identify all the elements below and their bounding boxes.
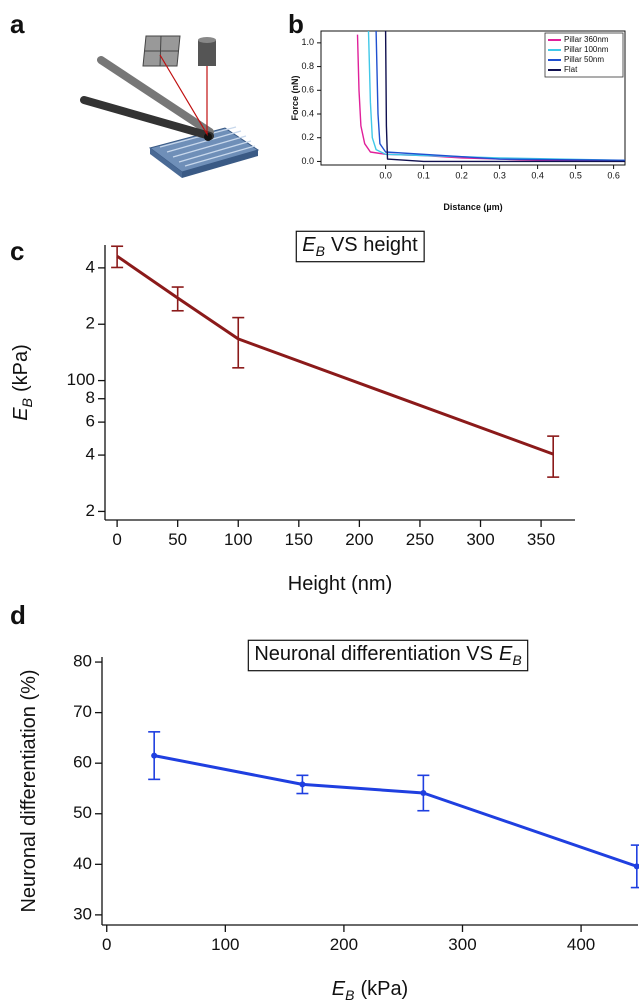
x-tick-label: 0.5 — [569, 171, 582, 181]
y-tick-label: 4 — [86, 445, 95, 464]
x-tick-label: 400 — [567, 935, 595, 954]
chart-title-part: B — [512, 652, 521, 668]
plot-frame — [320, 30, 626, 166]
x-tick-label: 0.6 — [607, 171, 620, 181]
series-line — [367, 30, 626, 161]
y-axis-label-part: (kPa) — [10, 344, 32, 392]
y-tick-label: 8 — [86, 388, 95, 407]
marker — [151, 752, 158, 759]
x-axis-label: EB (kPa) — [332, 978, 408, 1002]
series-line — [116, 254, 554, 456]
title-box — [295, 230, 425, 263]
y-tick-label: 100 — [67, 370, 95, 389]
x-tick-label: 0.1 — [417, 171, 430, 181]
y-axis-label: Force (nN) — [290, 75, 300, 120]
x-tick-label: 200 — [345, 530, 373, 549]
y-tick-label: 1.0 — [301, 37, 314, 47]
x-tick-label: 200 — [330, 935, 358, 954]
y-tick-label: 0.4 — [301, 108, 314, 118]
y-axis-label-part: Neuronal differentiation (%) — [18, 669, 40, 912]
legend-label: Pillar 100nm — [564, 45, 609, 54]
series-line — [153, 754, 638, 868]
x-tick-label: 100 — [211, 935, 239, 954]
y-tick-label: 80 — [73, 652, 92, 671]
x-tick-label: 300 — [448, 935, 476, 954]
y-tick-label: 0.2 — [301, 132, 314, 142]
x-tick-label: 250 — [406, 530, 434, 549]
y-axis-label: Neuronal differentiation (%) — [18, 669, 40, 912]
chart-title-part: VS height — [331, 234, 418, 256]
x-tick-label: 300 — [466, 530, 494, 549]
error-bar — [547, 435, 560, 478]
error-bar — [171, 286, 184, 312]
y-tick-label: 2 — [86, 314, 95, 333]
x-tick-label: 0 — [112, 530, 121, 549]
y-axis-label-part: B — [19, 398, 35, 407]
chart-title: Neuronal differentiation VS EB — [254, 643, 521, 667]
x-tick-label: 0.2 — [455, 171, 468, 181]
panel-label: a — [10, 9, 25, 39]
y-tick-label: 2 — [86, 501, 95, 520]
error-bar — [111, 245, 124, 269]
x-tick-label: 350 — [527, 530, 555, 549]
legend-label: Pillar 360nm — [564, 35, 609, 44]
series-line — [384, 30, 625, 163]
series-line — [375, 30, 626, 161]
y-axis-label-part: Force (nN) — [290, 75, 300, 120]
marker — [420, 790, 427, 797]
x-tick-label: 0.4 — [531, 171, 544, 181]
x-tick-label: 0 — [102, 935, 111, 954]
y-axis-label: EB (kPa) — [10, 344, 34, 420]
y-tick-label: 4 — [86, 257, 95, 276]
chart-title-part: E — [499, 643, 513, 665]
x-axis-label-part: Distance (µm) — [443, 202, 502, 212]
x-axis-label: Distance (µm) — [443, 202, 502, 212]
marker — [299, 781, 306, 788]
y-tick-label: 0.0 — [301, 156, 314, 166]
y-tick-label: 0.6 — [301, 85, 314, 95]
chart-title: EB VS height — [302, 234, 418, 258]
error-bar — [232, 316, 245, 369]
x-tick-label: 0.3 — [493, 171, 506, 181]
panel-label: b — [288, 9, 304, 39]
x-tick-label: 0.0 — [379, 171, 392, 181]
y-tick-label: 60 — [73, 753, 92, 772]
x-axis-label-part: E — [332, 978, 346, 1000]
x-axis-label: Height (nm) — [288, 573, 392, 595]
marker — [633, 863, 639, 870]
panel-label: c — [10, 236, 24, 266]
x-axis-label-part: (kPa) — [360, 978, 408, 1000]
x-tick-label: 150 — [285, 530, 313, 549]
afm-illustration — [80, 35, 260, 178]
panel-label: d — [10, 600, 26, 630]
title-box — [247, 639, 529, 672]
y-axis-label-part: E — [10, 407, 32, 421]
x-tick-label: 100 — [224, 530, 252, 549]
x-axis-label-part: B — [345, 987, 354, 1003]
x-tick-label: 50 — [168, 530, 187, 549]
y-tick-label: 0.8 — [301, 61, 314, 71]
legend-label: Pillar 50nm — [564, 55, 604, 64]
y-tick-label: 50 — [73, 803, 92, 822]
x-axis-label-part: Height (nm) — [288, 573, 392, 595]
chart-title-part: B — [316, 243, 325, 259]
chart-title-part: E — [302, 234, 316, 256]
y-tick-label: 30 — [73, 904, 92, 923]
y-tick-label: 6 — [86, 412, 95, 431]
y-tick-label: 70 — [73, 702, 92, 721]
y-tick-label: 40 — [73, 854, 92, 873]
legend-label: Flat — [564, 65, 578, 74]
chart-title-part: Neuronal differentiation VS — [254, 643, 493, 665]
